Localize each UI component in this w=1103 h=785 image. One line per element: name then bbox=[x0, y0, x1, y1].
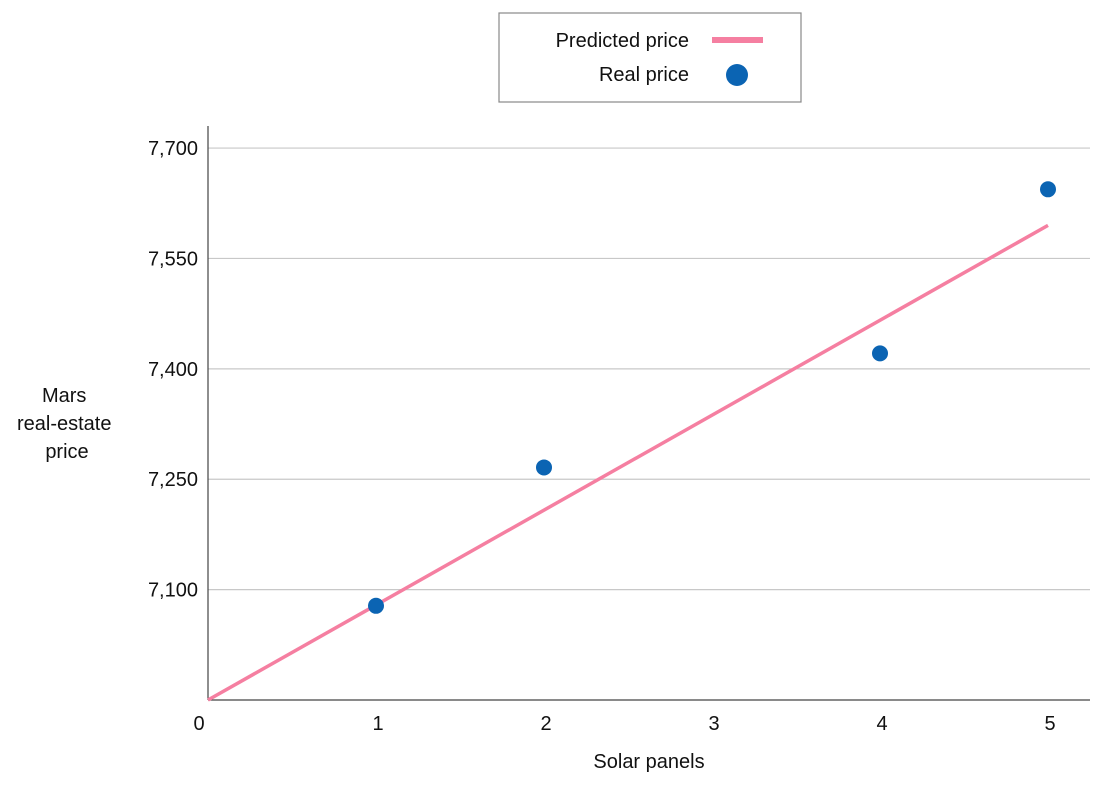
y-axis-title-line: real-estate bbox=[17, 413, 112, 435]
legend-swatch-real bbox=[726, 64, 748, 86]
legend: Predicted price Real price bbox=[498, 12, 802, 103]
series-layer bbox=[207, 181, 1056, 702]
x-tick-label: 1 bbox=[372, 713, 383, 735]
y-axis-title: Mars real-estate price bbox=[17, 385, 117, 463]
x-tick-label: 3 bbox=[708, 713, 719, 735]
real-price-point bbox=[368, 597, 384, 614]
real-price-point bbox=[1040, 181, 1056, 198]
x-tick-label: 0 bbox=[193, 713, 204, 735]
x-tick-labels: 0 1 2 3 4 5 bbox=[193, 713, 1055, 735]
x-tick-label: 4 bbox=[876, 713, 887, 735]
y-tick-labels: 7,100 7,250 7,400 7,550 7,700 bbox=[148, 138, 198, 602]
y-tick-label: 7,700 bbox=[148, 138, 198, 160]
y-tick-label: 7,550 bbox=[148, 248, 198, 270]
legend-box bbox=[498, 12, 802, 103]
x-tick-label: 5 bbox=[1044, 713, 1055, 735]
legend-label-real: Real price bbox=[599, 64, 689, 86]
real-price-point bbox=[536, 459, 552, 476]
real-price-point bbox=[872, 345, 888, 362]
legend-label-predicted: Predicted price bbox=[556, 30, 689, 52]
y-tick-label: 7,100 bbox=[148, 580, 198, 602]
y-axis-title-line: price bbox=[45, 441, 88, 463]
x-tick-label: 2 bbox=[540, 713, 551, 735]
x-axis-title: Solar panels bbox=[593, 751, 704, 773]
grid-lines bbox=[208, 147, 1090, 591]
y-axis-title-line: Mars bbox=[42, 385, 86, 407]
predicted-price-line bbox=[207, 223, 1049, 702]
y-tick-label: 7,400 bbox=[148, 359, 198, 381]
y-tick-label: 7,250 bbox=[148, 469, 198, 491]
